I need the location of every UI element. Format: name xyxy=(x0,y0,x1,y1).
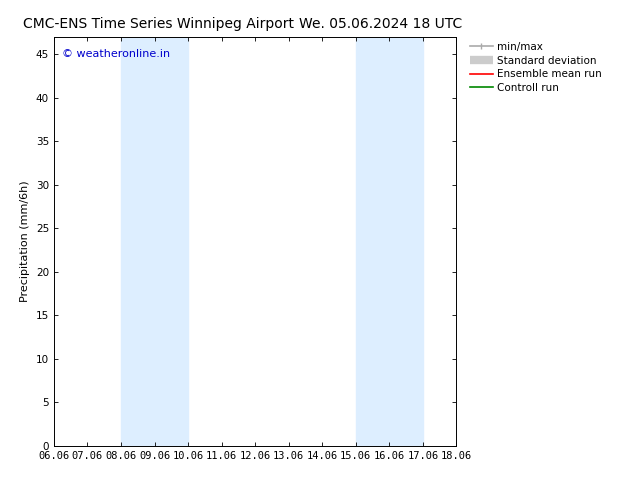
Text: We. 05.06.2024 18 UTC: We. 05.06.2024 18 UTC xyxy=(299,17,462,31)
Bar xyxy=(121,37,188,446)
Bar xyxy=(356,37,423,446)
Y-axis label: Precipitation (mm/6h): Precipitation (mm/6h) xyxy=(20,180,30,302)
Text: CMC-ENS Time Series Winnipeg Airport: CMC-ENS Time Series Winnipeg Airport xyxy=(23,17,294,31)
Text: © weatheronline.in: © weatheronline.in xyxy=(62,49,170,59)
Legend: min/max, Standard deviation, Ensemble mean run, Controll run: min/max, Standard deviation, Ensemble me… xyxy=(470,42,602,93)
